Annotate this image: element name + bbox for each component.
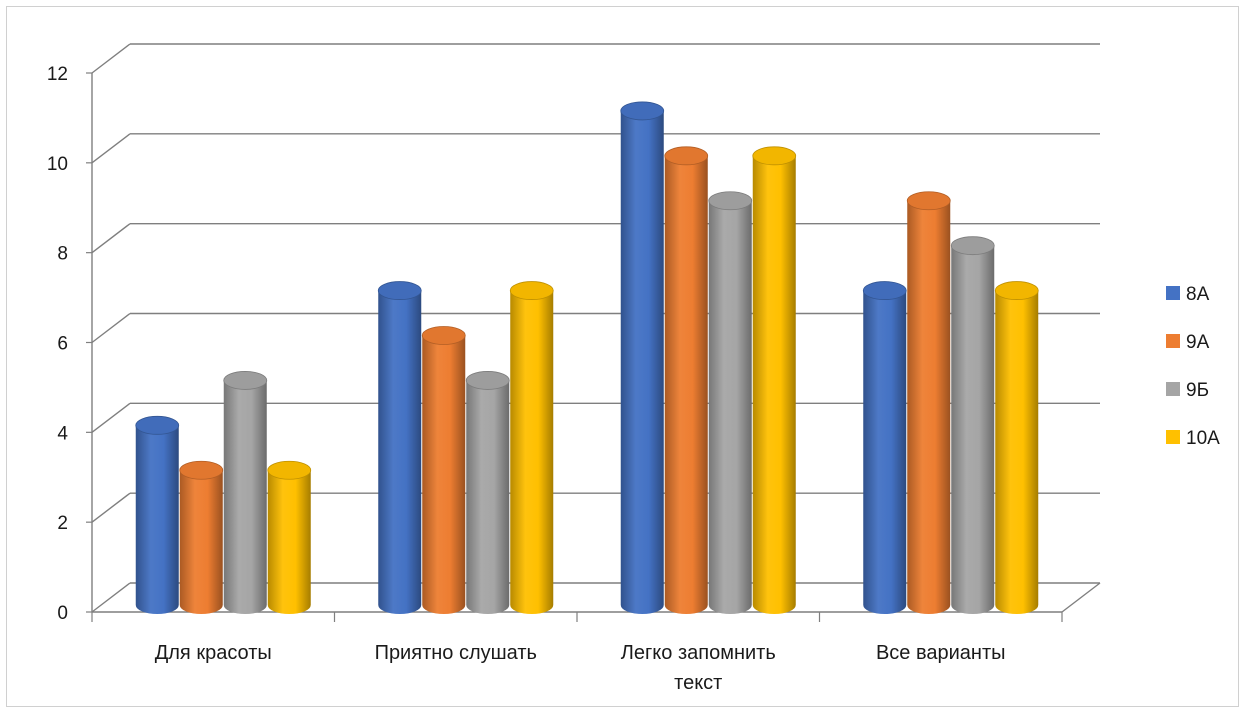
bar-body [664, 155, 708, 615]
bar-top [862, 281, 907, 300]
floor-edge [1061, 582, 1101, 613]
bar-body [135, 425, 179, 614]
gridline-side [91, 312, 131, 344]
bar-8А-2 [620, 101, 665, 615]
bar-top [223, 371, 268, 390]
legend-label: 10А [1186, 428, 1220, 449]
gridline-side [91, 43, 131, 74]
legend-swatch [1166, 334, 1180, 348]
bar-top [906, 191, 951, 211]
y-axis-ticks: 0 2 4 6 8 10 12 [47, 64, 69, 624]
bar-10А-3 [994, 281, 1039, 614]
bar-9А-0 [179, 460, 224, 614]
bar-9Б-1 [465, 371, 510, 614]
bar-body [907, 200, 951, 614]
bar-body [708, 200, 752, 614]
bar-9Б-2 [708, 191, 753, 614]
bar-top [465, 371, 510, 390]
bar-top [377, 281, 422, 300]
bar-10А-1 [509, 281, 554, 614]
gridline-side [91, 223, 131, 254]
bar-9А-3 [906, 191, 951, 614]
bar-body [466, 380, 510, 614]
legend-label: 9А [1186, 332, 1210, 353]
bar-top [509, 281, 554, 300]
bar-8А-1 [377, 281, 422, 614]
gridline-side [91, 402, 131, 433]
y-tick-label: 2 [57, 513, 68, 534]
bar-10А-2 [752, 146, 797, 615]
bar-body [863, 290, 907, 614]
legend-swatch [1166, 430, 1180, 444]
bar-body [752, 155, 796, 615]
bar-body [951, 245, 995, 614]
legend-swatch [1166, 286, 1180, 300]
legend-swatch [1166, 382, 1180, 396]
bar-top [421, 326, 466, 345]
bar-top [708, 191, 753, 211]
legend: 8А 9А 9Б 10А [1166, 284, 1220, 449]
bar-9Б-0 [223, 371, 268, 614]
bar-8А-3 [862, 281, 907, 614]
y-tick-label: 10 [47, 154, 68, 175]
x-category-label: Приятно слушать [375, 642, 537, 664]
bar-10А-0 [267, 460, 312, 614]
y-tick-label: 12 [47, 64, 68, 85]
bars-layer [135, 101, 1039, 615]
x-axis-categories: Для красоты Приятно слушать Легко запомнит… [155, 642, 1006, 694]
x-category-label: Для красоты [155, 642, 272, 664]
bar-body [378, 290, 422, 614]
bar-9А-2 [664, 146, 709, 615]
bar-body [620, 110, 664, 615]
legend-label: 8А [1186, 284, 1210, 305]
legend-label: 9Б [1186, 380, 1209, 401]
x-category-label: Все варианты [876, 642, 1006, 664]
y-tick-label: 4 [57, 423, 68, 444]
bar-top [994, 281, 1039, 300]
bar-top [135, 415, 180, 435]
gridline-side [91, 133, 131, 164]
gridline-side [91, 492, 131, 523]
bar-body [510, 290, 554, 614]
y-tick-label: 6 [57, 334, 68, 355]
bar-body [223, 380, 267, 614]
y-tick-label: 8 [57, 244, 68, 265]
x-category-label: Легко запомнить текст [621, 642, 776, 694]
bar-9Б-3 [950, 236, 995, 614]
bar-9А-1 [421, 326, 466, 614]
bar-top [664, 146, 709, 166]
bar-top [179, 460, 224, 480]
y-tick-label: 0 [57, 603, 68, 624]
bar-top [620, 101, 665, 121]
bar-top [267, 460, 312, 480]
bar-body [179, 470, 223, 614]
bar-8А-0 [135, 415, 180, 614]
bar-body [995, 290, 1039, 614]
bar-top [752, 146, 797, 166]
gridline-side [91, 582, 131, 613]
bar-body [267, 470, 311, 614]
bar-body [422, 335, 466, 614]
bar-top [950, 236, 995, 256]
